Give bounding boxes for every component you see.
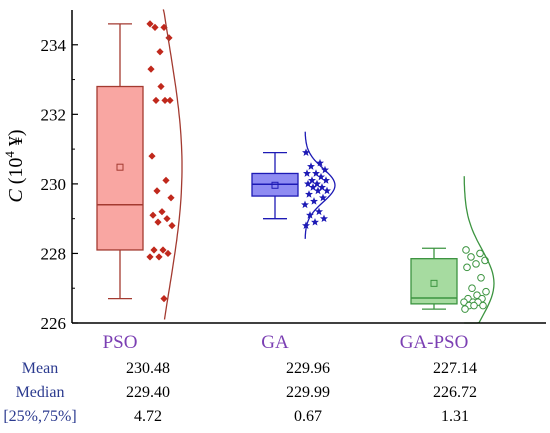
data-point <box>166 96 174 105</box>
data-point <box>468 284 476 293</box>
distribution-curve <box>304 131 336 239</box>
data-point <box>310 197 318 205</box>
distribution-curve <box>162 9 183 320</box>
data-point <box>319 193 327 202</box>
data-point <box>164 249 172 258</box>
data-point <box>158 208 166 216</box>
data-point <box>155 253 163 261</box>
data-point <box>167 194 175 202</box>
y-tick-label: 228 <box>41 244 67 263</box>
data-point <box>322 176 330 184</box>
data-point <box>482 287 490 296</box>
data-point <box>314 186 322 195</box>
category-label-ga: GA <box>261 332 289 353</box>
category-label-ga-pso: GA-PSO <box>400 332 469 353</box>
stats-value: 0.67 <box>294 408 322 425</box>
mean-marker <box>271 181 279 189</box>
data-point <box>318 183 326 191</box>
stats-row-label: [25%,75%] <box>3 408 76 425</box>
data-point <box>153 187 161 195</box>
data-point <box>301 200 309 209</box>
data-point <box>472 260 480 268</box>
stats-value: 227.14 <box>433 360 477 377</box>
stats-value: 226.72 <box>433 384 477 401</box>
data-point <box>150 246 158 254</box>
stats-value: 229.96 <box>286 360 330 377</box>
data-point <box>157 82 165 91</box>
data-point <box>323 186 331 195</box>
data-point <box>163 215 171 223</box>
data-point <box>461 305 469 313</box>
stats-row-label: Mean <box>22 360 58 377</box>
category-label-pso: PSO <box>103 332 138 353</box>
data-point <box>148 152 156 160</box>
data-point <box>156 48 164 56</box>
mean-marker <box>430 279 438 287</box>
data-point <box>165 34 173 42</box>
data-point <box>146 253 154 261</box>
stats-value: 229.40 <box>126 384 170 401</box>
data-point <box>467 253 475 261</box>
mean-marker <box>116 163 124 171</box>
data-point <box>312 169 320 177</box>
data-point <box>477 273 485 282</box>
data-point <box>309 183 317 191</box>
data-point <box>302 148 310 156</box>
data-point <box>168 222 176 230</box>
series-ga <box>251 131 336 239</box>
data-point <box>479 301 487 310</box>
data-point <box>149 211 157 219</box>
stats-value: 4.72 <box>134 408 162 425</box>
y-tick-label: 226 <box>41 314 67 333</box>
data-point <box>147 65 155 73</box>
data-point <box>161 96 169 105</box>
data-point <box>151 23 159 31</box>
stats-value: 229.99 <box>286 384 330 401</box>
series-ga-pso <box>410 176 495 324</box>
data-point <box>470 301 478 310</box>
data-point <box>317 172 325 181</box>
data-point <box>311 217 319 226</box>
stats-row-label: Median <box>16 384 65 401</box>
data-point <box>152 96 160 105</box>
data-point <box>162 176 170 185</box>
box-iqr <box>410 258 458 305</box>
data-point <box>307 162 315 170</box>
data-point <box>302 221 310 230</box>
y-axis-label: C (104 ¥) <box>2 129 27 202</box>
data-point <box>316 158 324 167</box>
data-point <box>313 179 321 188</box>
data-point <box>462 246 470 254</box>
series-pso <box>96 9 183 320</box>
data-point <box>308 176 316 184</box>
y-tick-label: 234 <box>41 36 67 55</box>
y-tick-label: 230 <box>41 175 67 194</box>
box-iqr <box>96 85 144 251</box>
data-point <box>463 263 471 272</box>
stats-value: 230.48 <box>126 360 170 377</box>
data-point <box>303 169 311 177</box>
data-point <box>154 218 162 226</box>
data-point <box>159 246 167 254</box>
stats-value: 1.31 <box>441 408 469 425</box>
data-point <box>305 190 313 198</box>
data-point <box>476 249 484 258</box>
data-point <box>160 295 168 303</box>
y-tick-label: 232 <box>41 105 67 124</box>
data-point <box>320 214 328 223</box>
data-point <box>315 207 323 216</box>
data-point <box>304 179 312 188</box>
data-point <box>146 20 154 28</box>
data-point <box>306 210 314 219</box>
